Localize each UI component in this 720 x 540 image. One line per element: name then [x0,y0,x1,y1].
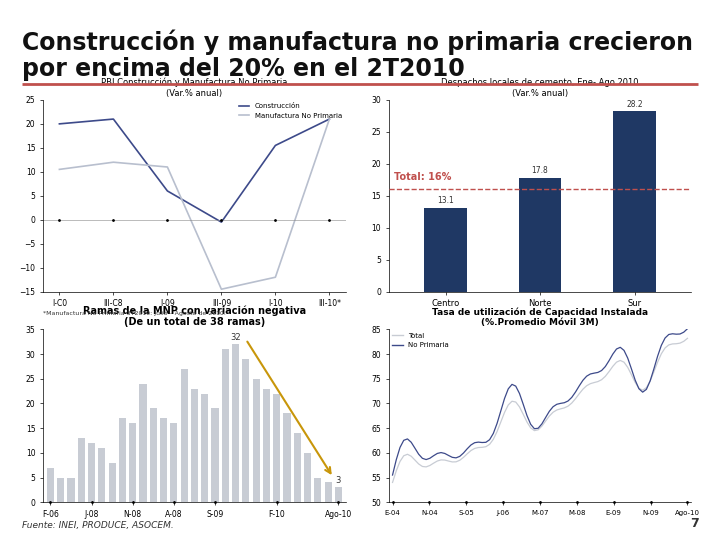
Text: Fuente: INEI, PRODUCE, ASOCEM.: Fuente: INEI, PRODUCE, ASOCEM. [22,521,174,530]
Bar [253,379,260,502]
Title: Despachos locales de cemento, Ene- Ago 2010
(Var.% anual): Despachos locales de cemento, Ene- Ago 2… [441,78,639,98]
Bar [170,423,177,502]
Bar [242,359,249,502]
Bar [232,344,239,502]
Bar [181,369,188,502]
Bar [613,111,656,292]
Bar [78,438,85,502]
Bar [201,394,208,502]
Bar [57,477,64,502]
Text: 13.1: 13.1 [437,197,454,205]
Bar [518,178,562,292]
Text: 28.2: 28.2 [626,100,643,109]
Bar [98,448,105,502]
Bar [294,433,301,502]
Bar [191,389,198,502]
Text: Construcción y manufactura no primaria crecieron: Construcción y manufactura no primaria c… [22,30,693,55]
Text: 3: 3 [336,476,341,485]
Text: por encima del 20% en el 2T2010: por encima del 20% en el 2T2010 [22,57,464,80]
Text: 32: 32 [230,333,241,342]
Title: Tasa de utilización de Capacidad Instalada
(%.Promedio Móvil 3M): Tasa de utilización de Capacidad Instala… [432,307,648,327]
Bar [424,208,467,292]
Bar [150,408,157,502]
Bar [212,408,219,502]
Title: Ramas de la MNP con variación negativa
(De un total de 38 ramas): Ramas de la MNP con variación negativa (… [83,305,306,327]
Bar [129,423,136,502]
Legend: Construcción, Manufactura No Primaria: Construcción, Manufactura No Primaria [239,103,342,119]
Title: PBI Construcción y Manufactura No Primaria
(Var.% anual): PBI Construcción y Manufactura No Primar… [102,78,287,98]
Bar [160,418,167,502]
Bar [109,463,116,502]
Bar [314,477,321,502]
Bar [273,394,280,502]
Text: 17.8: 17.8 [531,166,549,176]
Text: *Manufactura No Primaria 3T2010: Julio – Agosto de 2010.: *Manufactura No Primaria 3T2010: Julio –… [43,311,226,316]
Text: Total: 16%: Total: 16% [394,172,451,182]
Bar [119,418,126,502]
Bar [325,482,332,502]
Bar [222,349,229,502]
Bar [68,477,75,502]
Legend: Total, No Primaria: Total, No Primaria [392,333,449,348]
Bar [88,443,95,502]
Bar [335,488,342,502]
Bar [304,453,311,502]
Bar [140,384,147,502]
Text: 7: 7 [690,517,698,530]
Bar [47,468,54,502]
Bar [263,389,270,502]
Bar [284,413,291,502]
